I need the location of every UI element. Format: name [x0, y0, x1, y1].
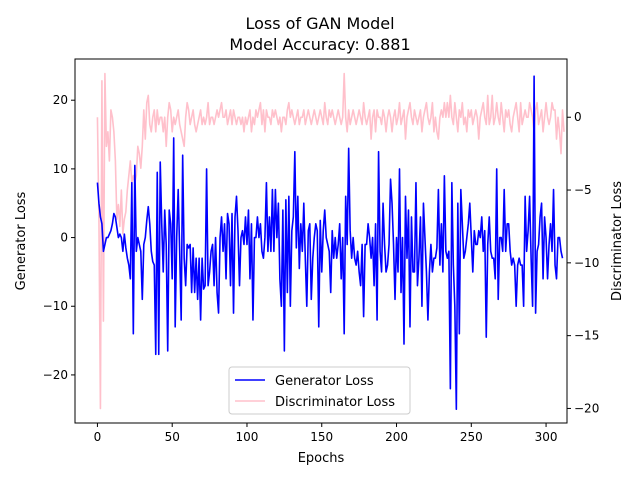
discriminator-loss-line [96, 72, 565, 410]
x-tick-label: 50 [165, 430, 180, 444]
plot-frame [74, 58, 568, 424]
y-right-tick-label: 0 [574, 110, 582, 124]
y-right-tick-label: −5 [574, 183, 592, 197]
y-left-tick-label: −20 [43, 368, 68, 382]
x-tick-label: 150 [310, 430, 333, 444]
legend-discriminator-label: Discriminator Loss [275, 395, 395, 410]
y-left-tick-label: 0 [60, 231, 68, 245]
y-left-tick-label: −10 [43, 299, 68, 313]
legend-generator-label: Generator Loss [275, 374, 374, 389]
y-axis-right-label: Discriminator Loss [610, 181, 625, 301]
series-layer [96, 72, 565, 411]
y-axis-left-label: Generator Loss [14, 191, 29, 290]
generator-loss-line [96, 75, 564, 411]
x-tick-label: 200 [385, 430, 408, 444]
chart-title: Loss of GAN Model [245, 14, 394, 33]
y-left-tick-label: 20 [53, 93, 68, 107]
x-tick-label: 100 [236, 430, 259, 444]
y-right-tick-label: −10 [574, 256, 599, 270]
y-right-tick-label: −15 [574, 329, 599, 343]
legend: Generator Loss Discriminator Loss [228, 366, 411, 415]
y-right-tick-label: −20 [574, 401, 599, 415]
y-left-tick-label: 10 [53, 162, 68, 176]
x-tick-label: 0 [94, 430, 102, 444]
ticks-layer: 0 50 100 150 200 250 300 −20 −10 0 10 20 −20 −15 −10 −5… [43, 93, 600, 444]
legend-box [228, 366, 411, 415]
x-axis-label: Epochs [298, 451, 345, 466]
x-tick-label: 250 [460, 430, 483, 444]
chart-subtitle: Model Accuracy: 0.881 [229, 35, 410, 54]
x-tick-label: 300 [535, 430, 558, 444]
